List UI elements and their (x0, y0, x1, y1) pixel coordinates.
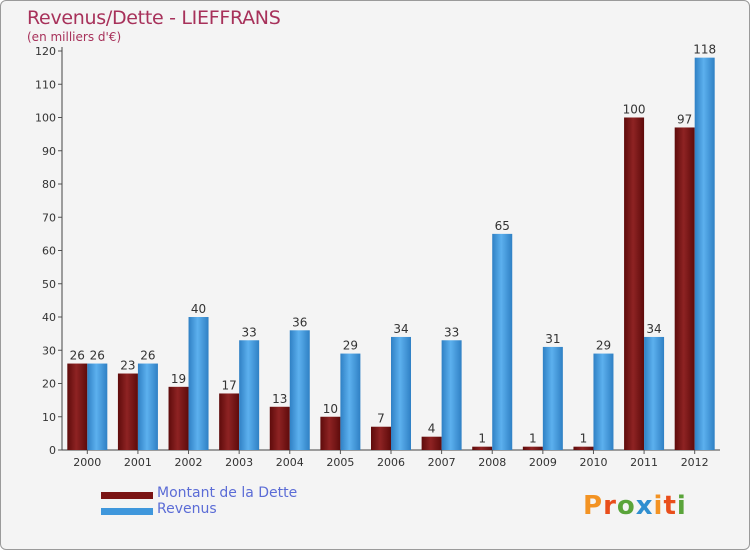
bar-revenue (694, 57, 715, 451)
data-label-revenue: 29 (343, 339, 358, 353)
y-tick-label: 50 (42, 278, 56, 291)
y-tick-label: 100 (35, 112, 56, 125)
data-label-debt: 26 (70, 349, 85, 363)
data-label-debt: 10 (323, 402, 338, 416)
bar-revenue (137, 363, 158, 450)
x-tick-label: 2011 (630, 456, 658, 469)
x-tick-label: 2004 (276, 456, 304, 469)
bar-revenue (441, 340, 462, 450)
data-label-revenue: 118 (693, 43, 716, 57)
y-tick-label: 110 (35, 78, 56, 91)
bar-revenue (492, 233, 513, 450)
bar-revenue (87, 363, 108, 450)
bar-revenue (239, 340, 260, 450)
data-label-revenue: 34 (393, 322, 408, 336)
bar-debt (522, 446, 543, 450)
x-tick-label: 2006 (377, 456, 405, 469)
data-label-revenue: 29 (596, 339, 611, 353)
bar-debt (371, 426, 391, 450)
logo-letter: i (676, 491, 687, 521)
bar-debt (573, 446, 594, 450)
bar-revenue (188, 317, 209, 450)
chart-subtitle: (en milliers d'€) (27, 30, 122, 44)
data-label-revenue: 65 (495, 219, 510, 233)
bar-debt (320, 416, 341, 450)
data-label-revenue: 26 (140, 349, 155, 363)
y-tick-label: 90 (42, 145, 56, 158)
bar-revenue (340, 353, 361, 450)
data-label-revenue: 33 (242, 325, 257, 339)
legend-swatch-debt (101, 492, 153, 499)
bar-debt (472, 446, 493, 450)
x-tick-label: 2003 (225, 456, 253, 469)
bar-revenue (289, 330, 310, 450)
bar-debt (421, 436, 442, 450)
logo-letter: x (635, 491, 654, 521)
bar-debt (219, 393, 240, 450)
x-tick-label: 2001 (124, 456, 152, 469)
data-label-debt: 19 (171, 372, 186, 386)
data-label-debt: 1 (529, 432, 537, 446)
x-tick-label: 2008 (478, 456, 506, 469)
proxiti-logo: Proxiti (583, 491, 687, 521)
logo-letter: r (603, 491, 617, 521)
data-label-revenue: 31 (545, 332, 560, 346)
y-tick-label: 80 (42, 178, 56, 191)
bar-debt (674, 127, 695, 450)
logo-letter: i (653, 491, 664, 521)
bar-debt (67, 363, 88, 450)
y-tick-label: 20 (42, 378, 56, 391)
legend-label-debt: Montant de la Dette (157, 485, 298, 501)
data-label-debt: 1 (580, 432, 588, 446)
y-tick-label: 70 (42, 211, 56, 224)
y-tick-label: 10 (42, 411, 56, 424)
bar-revenue (644, 336, 665, 450)
bar-revenue (391, 336, 411, 450)
data-label-revenue: 34 (646, 322, 661, 336)
logo-letter: o (616, 491, 636, 521)
bar-revenue (542, 346, 563, 450)
data-label-debt: 97 (677, 112, 692, 126)
data-label-revenue: 26 (90, 349, 105, 363)
bar-debt (117, 373, 138, 450)
data-label-debt: 13 (272, 392, 287, 406)
y-tick-label: 120 (35, 45, 56, 58)
x-tick-label: 2010 (579, 456, 607, 469)
data-label-debt: 4 (428, 422, 436, 436)
legend-swatch-revenue (101, 508, 153, 515)
data-label-debt: 23 (120, 359, 135, 373)
x-tick-label: 2007 (428, 456, 456, 469)
legend-label-revenue: Revenus (157, 501, 217, 517)
y-tick-label: 40 (42, 311, 56, 324)
data-label-revenue: 40 (191, 302, 206, 316)
data-label-debt: 1 (478, 432, 486, 446)
x-tick-label: 2009 (529, 456, 557, 469)
y-tick-label: 30 (42, 344, 56, 357)
x-tick-label: 2002 (175, 456, 203, 469)
x-tick-label: 2012 (681, 456, 709, 469)
logo-letter: P (583, 491, 604, 521)
bar-debt (168, 386, 189, 450)
bar-debt (269, 406, 290, 450)
data-label-revenue: 36 (292, 315, 307, 329)
data-label-debt: 17 (222, 378, 237, 392)
data-label-revenue: 33 (444, 325, 459, 339)
x-tick-label: 2000 (73, 456, 101, 469)
y-tick-label: 60 (42, 245, 56, 258)
x-tick-label: 2005 (326, 456, 354, 469)
y-tick-label: 0 (49, 444, 56, 457)
data-label-debt: 100 (623, 103, 646, 117)
bar-debt (624, 117, 645, 450)
bar-revenue (593, 353, 614, 450)
chart-title: Revenus/Dette - LIEFFRANS (27, 7, 281, 29)
logo-letter: t (663, 491, 677, 521)
data-label-debt: 7 (377, 412, 385, 426)
